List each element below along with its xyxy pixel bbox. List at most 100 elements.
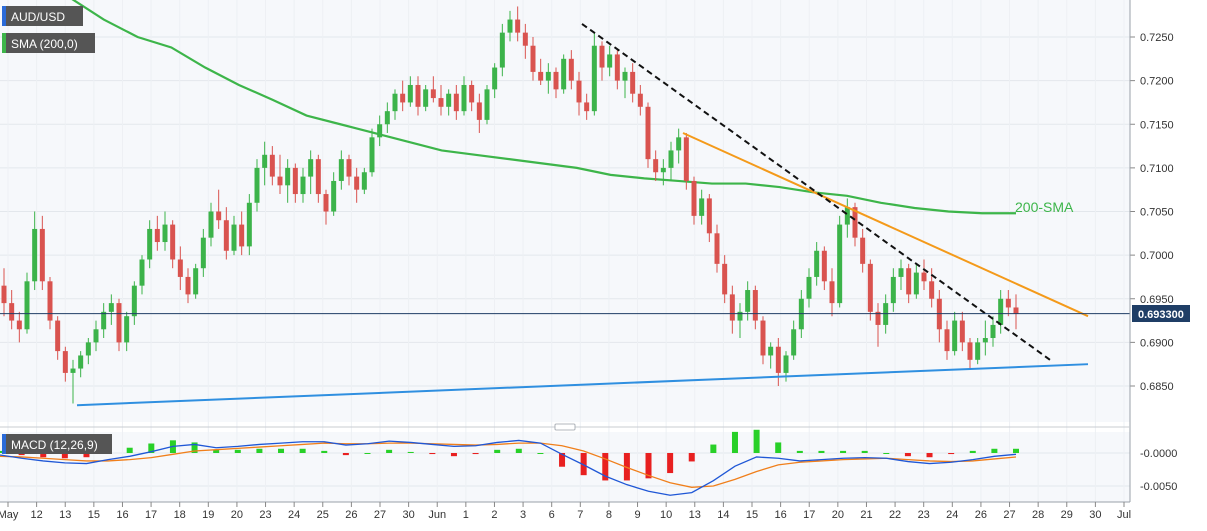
macd-histogram-bar bbox=[1013, 448, 1019, 453]
indicator-label-box[interactable] bbox=[6, 33, 95, 53]
time-tick-label: 26 bbox=[975, 509, 987, 521]
candle-body bbox=[300, 176, 306, 195]
candle-body bbox=[361, 172, 367, 190]
candle-body bbox=[461, 84, 467, 112]
macd-line bbox=[0, 439, 1017, 496]
time-tick-label: 8 bbox=[606, 509, 612, 521]
candle-body bbox=[852, 207, 858, 238]
candle-body bbox=[660, 167, 666, 173]
macd-histogram-bar bbox=[623, 453, 630, 481]
candle-body bbox=[162, 224, 168, 243]
macd-label-box[interactable] bbox=[6, 434, 112, 454]
candle-body bbox=[860, 237, 866, 264]
candle-body bbox=[1013, 307, 1019, 314]
time-tick-label: 29 bbox=[1061, 509, 1073, 521]
resistance-trendline-orange bbox=[682, 132, 1089, 318]
candle-body bbox=[745, 290, 751, 312]
candle-body bbox=[62, 351, 68, 373]
candle-body bbox=[231, 224, 237, 251]
time-tick-label: 15 bbox=[746, 509, 758, 521]
candle-body bbox=[407, 84, 413, 103]
candle-body bbox=[699, 198, 705, 216]
time-tick-label: 17 bbox=[145, 509, 157, 521]
candle-body bbox=[438, 98, 444, 107]
time-tick-label: May bbox=[0, 509, 19, 521]
candle-body bbox=[729, 294, 735, 321]
candle-body bbox=[530, 45, 536, 72]
candle-body bbox=[254, 167, 260, 203]
candle-body bbox=[47, 281, 53, 321]
candle-body bbox=[637, 93, 643, 107]
macd-histogram-bar bbox=[234, 449, 241, 453]
price-tick-label: 0.7150 bbox=[1140, 119, 1174, 131]
macd-histogram-bar bbox=[342, 453, 349, 456]
macd-histogram-bar bbox=[299, 448, 306, 453]
time-tick-label: 20 bbox=[231, 509, 243, 521]
macd-histogram-bar bbox=[861, 450, 868, 453]
time-tick-label: 25 bbox=[317, 509, 329, 521]
time-tick-label: 28 bbox=[1032, 509, 1044, 521]
candle-body bbox=[722, 263, 728, 295]
candle-body bbox=[269, 154, 275, 177]
candle-body bbox=[507, 19, 513, 33]
price-tick-label: 0.7000 bbox=[1140, 250, 1174, 262]
candle-body bbox=[177, 259, 183, 277]
symbol-label: AUD/USD bbox=[11, 10, 65, 24]
candle-body bbox=[499, 32, 505, 68]
price-axis: 0.7250 0.7200 0.7150 0.7100 0.7050 0.7000 0.69… bbox=[1129, 0, 1177, 502]
candle-body bbox=[875, 311, 881, 325]
candle-body bbox=[614, 54, 620, 81]
macd-histogram-bar bbox=[537, 453, 544, 454]
macd-histogram-bar bbox=[386, 449, 393, 453]
macd-histogram-bar bbox=[926, 453, 933, 458]
candle-body bbox=[630, 71, 636, 94]
candle-body bbox=[469, 84, 475, 103]
candle-body bbox=[814, 250, 820, 277]
price-tick-label: 0.6900 bbox=[1140, 337, 1174, 349]
macd-histogram-bar bbox=[710, 444, 717, 453]
time-tick-label: 17 bbox=[803, 509, 815, 521]
candle-body bbox=[32, 228, 38, 282]
candle-body bbox=[545, 71, 551, 81]
candle-body bbox=[783, 355, 789, 373]
time-tick-label: 30 bbox=[1089, 509, 1101, 521]
time-tick-label: 16 bbox=[774, 509, 786, 521]
macd-histogram-bar bbox=[969, 450, 976, 453]
time-tick-label: 7 bbox=[577, 509, 583, 521]
macd-tick-label: -0.0050 bbox=[1140, 481, 1177, 493]
time-tick-label: 10 bbox=[660, 509, 672, 521]
macd-histogram-bar bbox=[0, 450, 3, 453]
time-tick-label: Jul bbox=[1117, 509, 1131, 521]
candle-body bbox=[607, 54, 613, 68]
symbol-label-box[interactable] bbox=[6, 6, 83, 26]
macd-histogram-bar bbox=[645, 453, 652, 479]
macd-tick-label: -0.0000 bbox=[1140, 448, 1177, 460]
time-tick-label: 1 bbox=[463, 509, 469, 521]
candle-body bbox=[308, 159, 314, 177]
candle-body bbox=[108, 303, 114, 312]
panel-resize-handle[interactable] bbox=[554, 423, 576, 431]
macd-histogram-bar bbox=[61, 453, 68, 459]
candle-body bbox=[752, 290, 758, 321]
candle-body bbox=[982, 338, 988, 343]
candle-body bbox=[929, 281, 935, 299]
candle-body bbox=[492, 67, 498, 90]
macd-histogram-bar bbox=[364, 453, 371, 454]
candle-body bbox=[131, 285, 137, 317]
candle-body bbox=[522, 32, 528, 46]
candle-body bbox=[116, 303, 122, 343]
macd-histogram-bar bbox=[580, 453, 587, 476]
macd-histogram-bar bbox=[213, 449, 220, 453]
candle-body bbox=[921, 272, 927, 282]
candle-body bbox=[821, 250, 827, 282]
candle-body bbox=[124, 316, 130, 343]
candle-body bbox=[446, 93, 452, 107]
candle-body bbox=[515, 19, 521, 33]
candle-body bbox=[952, 320, 958, 352]
candle-body bbox=[967, 342, 973, 360]
support-trendline-blue bbox=[76, 363, 1089, 407]
candle-body bbox=[346, 159, 352, 177]
candle-body bbox=[323, 194, 329, 212]
candle-body bbox=[959, 320, 965, 343]
